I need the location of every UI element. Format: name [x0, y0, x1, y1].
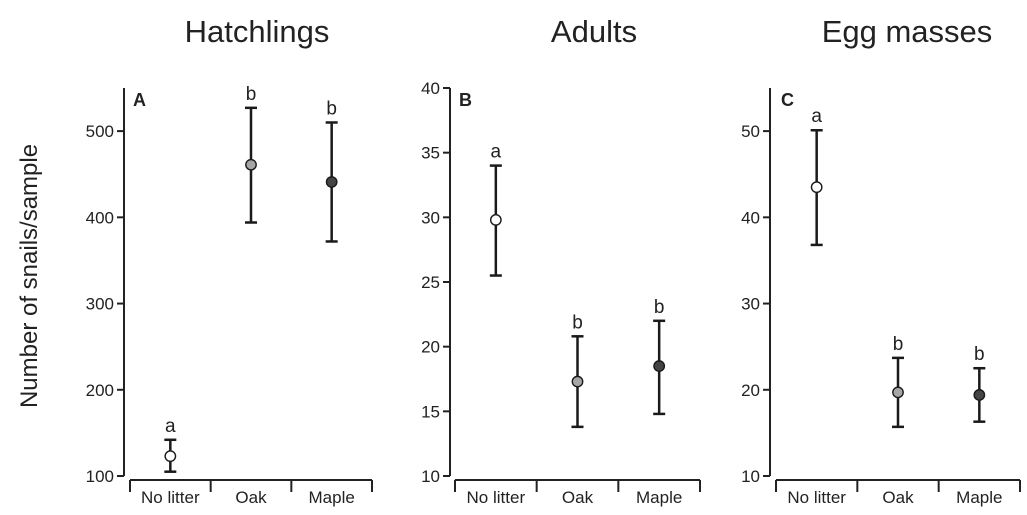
- panel-letter: B: [459, 90, 472, 110]
- data-point: [653, 360, 666, 372]
- data-point: [973, 389, 986, 401]
- x-category-label: Oak: [235, 488, 267, 507]
- x-category-label: Oak: [882, 488, 914, 507]
- x-category-label: Maple: [309, 488, 355, 507]
- panel-letter: C: [781, 90, 794, 110]
- significance-letter: b: [326, 98, 337, 119]
- y-axis-label: Number of snails/sample: [16, 144, 43, 408]
- data-point: [810, 181, 823, 194]
- panel-b: Adults B 10 15 20 25 30 35 40 No litter a Oak b Maple…: [421, 14, 701, 507]
- y-tick-label: 25: [421, 273, 440, 292]
- x-category-label: No litter: [467, 488, 526, 507]
- significance-letter: a: [165, 416, 176, 437]
- panel-letter: A: [133, 90, 146, 110]
- data-point: [571, 375, 584, 388]
- x-category-label: No litter: [141, 488, 200, 507]
- significance-letter: b: [654, 297, 665, 318]
- x-category-label: No litter: [787, 488, 846, 507]
- y-tick-label: 100: [86, 467, 114, 486]
- panel-title: Egg masses: [822, 14, 993, 49]
- y-tick-label: 400: [86, 208, 114, 227]
- y-tick-label: 20: [741, 381, 760, 400]
- y-tick-label: 200: [86, 381, 114, 400]
- y-tick-label: 10: [741, 467, 760, 486]
- y-tick-label: 500: [86, 122, 114, 141]
- y-tick-label: 35: [421, 144, 440, 163]
- significance-letter: b: [893, 334, 904, 355]
- data-point: [892, 386, 904, 399]
- x-category-label: Maple: [956, 488, 1002, 507]
- panel-title: Adults: [551, 14, 637, 49]
- y-tick-label: 300: [86, 295, 114, 314]
- y-tick-label: 30: [741, 295, 760, 314]
- significance-letter: b: [572, 312, 583, 333]
- significance-letter: b: [246, 84, 257, 105]
- panel-c: Egg masses C 10 20 30 40 50 No litter a Oak b Maple…: [741, 14, 1021, 507]
- x-category-label: Oak: [562, 488, 594, 507]
- data-point: [164, 450, 177, 463]
- y-tick-label: 10: [421, 467, 440, 486]
- significance-letter: b: [974, 344, 985, 365]
- panels-group: Hatchlings A 100 200 300 400 500 No litter a Oak b…: [86, 14, 1021, 507]
- x-category-label: Maple: [636, 488, 682, 507]
- y-tick-label: 20: [421, 338, 440, 357]
- data-point: [245, 158, 257, 171]
- y-tick-label: 50: [741, 122, 760, 141]
- data-point: [489, 214, 502, 226]
- panel-a: Hatchlings A 100 200 300 400 500 No litter a Oak b…: [86, 14, 373, 507]
- y-tick-label: 30: [421, 208, 440, 227]
- data-point: [325, 176, 338, 188]
- y-tick-label: 40: [421, 79, 440, 98]
- panel-title: Hatchlings: [185, 14, 330, 49]
- significance-letter: a: [811, 106, 822, 127]
- y-tick-label: 15: [421, 402, 440, 421]
- y-tick-label: 40: [741, 208, 760, 227]
- significance-letter: a: [491, 142, 502, 163]
